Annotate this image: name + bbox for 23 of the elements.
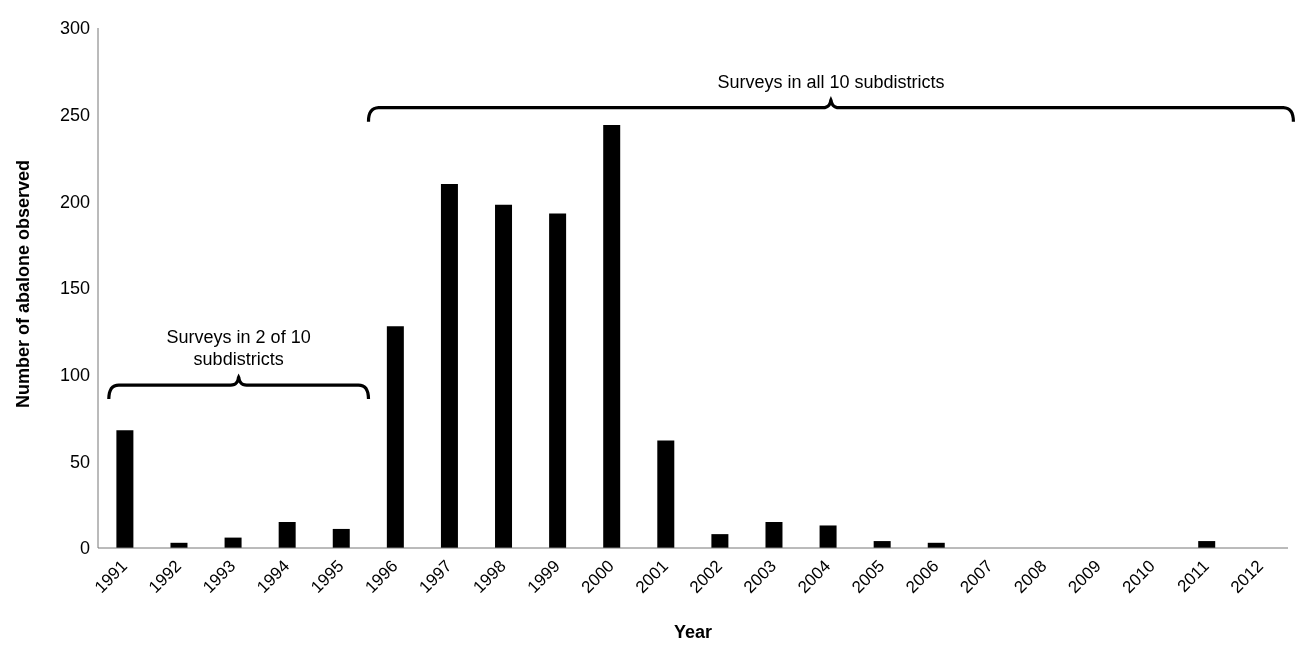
bar: [711, 534, 729, 548]
bar: [549, 213, 567, 548]
bar: [495, 204, 513, 548]
y-axis-title: Number of abalone observed: [13, 159, 34, 408]
x-axis-title: Year: [673, 622, 713, 642]
annotation: Surveys in all 10 subdistricts: [717, 71, 945, 92]
y-tick-label: 250: [59, 105, 90, 126]
annotation: Surveys in 2 of 10 subdistricts: [166, 327, 311, 370]
y-tick-label: 150: [59, 278, 90, 299]
bar: [386, 326, 404, 548]
bar: [819, 525, 837, 548]
bar: [440, 184, 458, 548]
bar: [116, 430, 134, 548]
bar: [765, 522, 783, 548]
y-tick-label: 50: [69, 451, 90, 472]
y-tick-label: 100: [59, 365, 90, 386]
y-tick-label: 0: [79, 538, 90, 559]
y-tick-label: 200: [59, 191, 90, 212]
bar: [657, 440, 675, 548]
bar: [603, 125, 621, 548]
bar: [332, 528, 350, 548]
bar: [278, 522, 296, 548]
y-tick-label: 300: [59, 18, 90, 39]
